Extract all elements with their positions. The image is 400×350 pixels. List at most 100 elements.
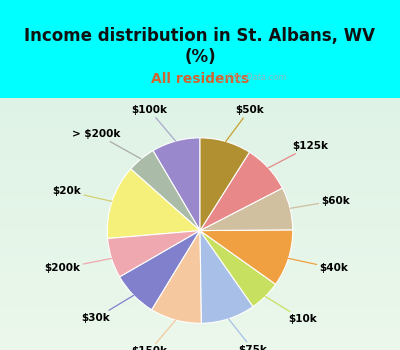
Bar — [0, 132, 400, 133]
Bar — [0, 188, 400, 189]
Bar — [0, 106, 400, 107]
Bar — [0, 121, 400, 122]
Bar — [0, 100, 400, 102]
Bar — [0, 289, 400, 291]
Bar — [0, 108, 400, 109]
Bar — [0, 339, 400, 340]
Bar — [0, 238, 400, 239]
Bar — [0, 225, 400, 226]
Bar — [0, 268, 400, 270]
Text: $150k: $150k — [131, 320, 176, 350]
Bar — [0, 119, 400, 121]
Bar — [0, 285, 400, 286]
Bar — [0, 292, 400, 293]
Bar — [0, 295, 400, 296]
Bar — [0, 176, 400, 177]
Bar — [0, 244, 400, 245]
Bar — [0, 302, 400, 303]
Bar — [0, 104, 400, 106]
Wedge shape — [200, 230, 293, 284]
Text: $10k: $10k — [265, 296, 317, 324]
Bar — [0, 195, 400, 196]
Text: $200k: $200k — [44, 258, 112, 273]
Bar — [0, 147, 400, 148]
Bar — [0, 247, 400, 248]
Bar — [0, 169, 400, 170]
Bar — [0, 264, 400, 266]
Bar — [0, 337, 400, 339]
Bar — [0, 334, 400, 335]
Bar — [0, 216, 400, 218]
Bar — [0, 271, 400, 272]
Bar — [0, 311, 400, 312]
Bar — [0, 146, 400, 147]
Bar — [0, 122, 400, 123]
Bar — [0, 109, 400, 111]
Bar — [0, 185, 400, 186]
Bar — [0, 312, 400, 314]
Bar — [0, 348, 400, 349]
Bar — [0, 233, 400, 234]
Bar — [0, 287, 400, 288]
Bar — [0, 133, 400, 134]
Text: $100k: $100k — [131, 105, 176, 141]
Bar — [0, 331, 400, 332]
Bar — [0, 230, 400, 232]
Bar — [0, 118, 400, 119]
Text: $125k: $125k — [268, 141, 328, 168]
Bar — [0, 163, 400, 165]
Text: $40k: $40k — [288, 258, 348, 273]
Bar — [0, 205, 400, 206]
Bar — [0, 218, 400, 219]
Text: All residents: All residents — [151, 72, 249, 86]
Bar — [0, 330, 400, 331]
Bar — [0, 157, 400, 159]
Bar — [0, 342, 400, 344]
Bar — [0, 170, 400, 171]
Text: Income distribution in St. Albans, WV
(%): Income distribution in St. Albans, WV (%… — [24, 27, 376, 66]
Bar — [0, 219, 400, 220]
Bar — [0, 213, 400, 214]
Bar — [0, 130, 400, 131]
Bar — [0, 177, 400, 178]
Bar — [0, 291, 400, 292]
Text: ⓘ City-Data.com: ⓘ City-Data.com — [218, 73, 286, 82]
Bar — [0, 211, 400, 213]
Bar — [0, 201, 400, 203]
Bar — [0, 306, 400, 307]
Bar — [0, 260, 400, 262]
Bar — [0, 267, 400, 268]
Bar — [0, 259, 400, 260]
Bar — [0, 346, 400, 348]
Bar — [0, 144, 400, 145]
Bar — [0, 283, 400, 285]
Bar — [0, 215, 400, 216]
Bar — [0, 253, 400, 254]
Wedge shape — [120, 231, 200, 310]
Bar — [0, 303, 400, 304]
Bar — [0, 206, 400, 208]
Bar — [0, 186, 400, 188]
Bar — [0, 345, 400, 346]
Bar — [0, 349, 400, 350]
Bar — [0, 159, 400, 160]
Bar — [0, 281, 400, 282]
Bar — [0, 320, 400, 321]
Bar — [0, 270, 400, 271]
Bar — [0, 279, 400, 281]
Bar — [0, 249, 400, 251]
Bar — [0, 256, 400, 257]
Bar — [0, 199, 400, 200]
Bar — [0, 310, 400, 311]
Bar — [0, 174, 400, 175]
Wedge shape — [131, 150, 200, 231]
Bar — [0, 224, 400, 225]
Bar — [0, 140, 400, 141]
Wedge shape — [200, 138, 250, 231]
Bar — [0, 318, 400, 320]
Bar — [0, 128, 400, 130]
Bar — [0, 329, 400, 330]
Bar — [0, 204, 400, 205]
Bar — [0, 134, 400, 136]
Bar — [0, 107, 400, 108]
